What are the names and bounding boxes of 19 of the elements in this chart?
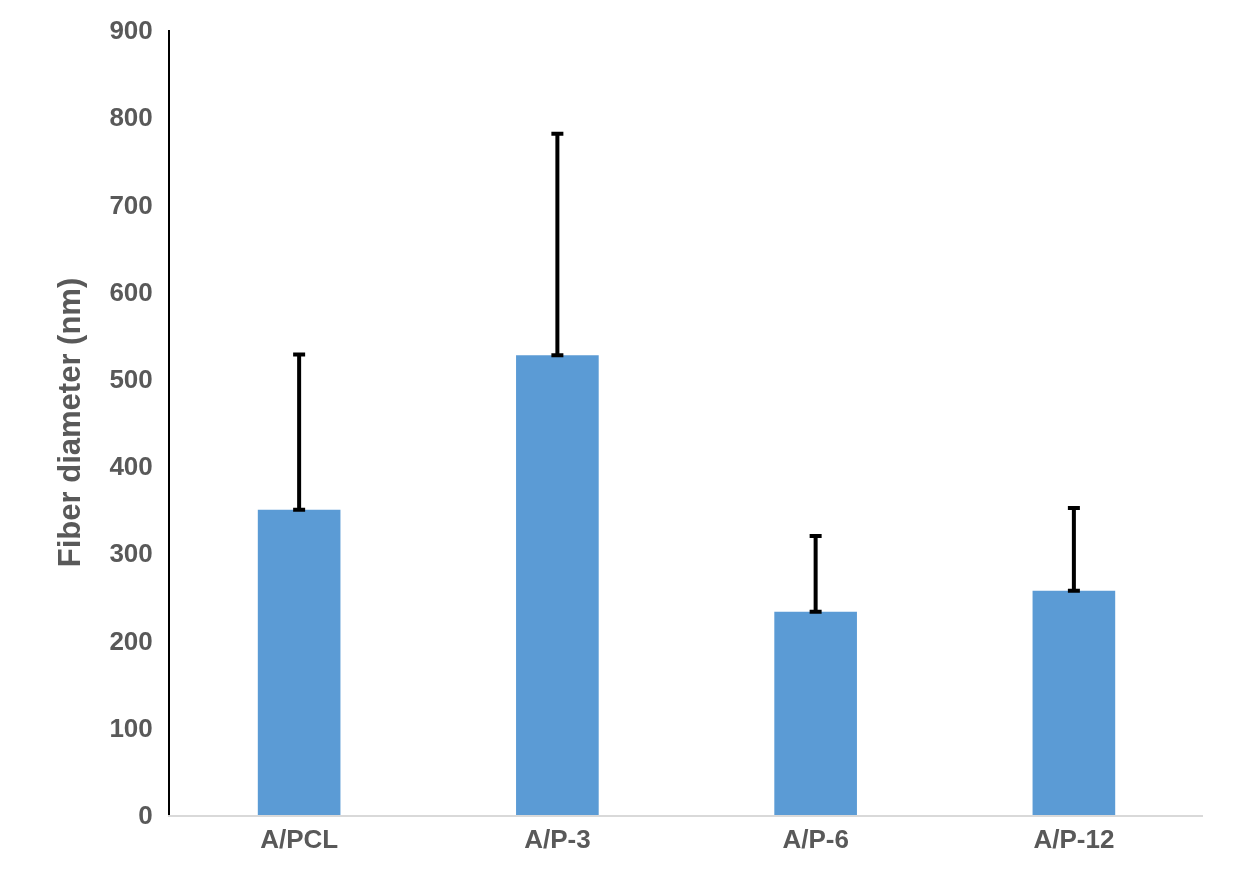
y-tick-label: 200: [109, 625, 153, 656]
y-tick-label: 600: [109, 276, 153, 307]
y-tick-label: 900: [109, 15, 153, 46]
x-tick-label: A/PCL: [260, 824, 339, 855]
y-tick-label: 100: [109, 712, 153, 743]
x-tick-label: A/P-6: [782, 824, 849, 855]
bar: [1032, 590, 1116, 815]
y-tick-label: 500: [109, 363, 153, 394]
y-tick-label: 400: [109, 451, 153, 482]
y-axis-title: Fiber diameter (nm): [51, 277, 87, 568]
y-tick-label: 0: [138, 800, 153, 831]
x-tick-label: A/P-3: [524, 824, 591, 855]
y-tick-label: 800: [109, 102, 153, 133]
y-tick-label: 300: [109, 538, 153, 569]
y-tick-label: 700: [109, 189, 153, 220]
bar: [516, 355, 599, 815]
bar: [257, 509, 341, 815]
bar: [774, 611, 857, 815]
x-tick-label: A/P-12: [1033, 824, 1115, 855]
